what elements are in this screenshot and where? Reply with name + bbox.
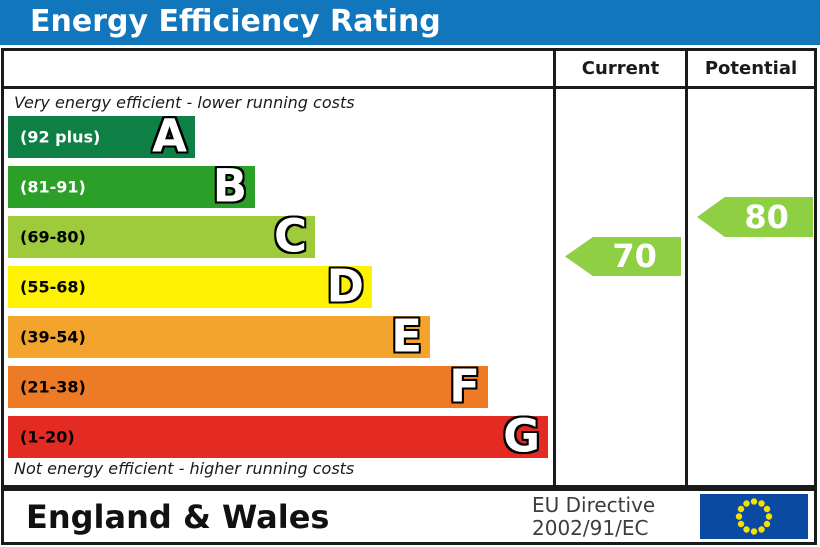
column-divider-potential	[685, 51, 688, 485]
band-f-letter: F	[449, 359, 480, 413]
band-d-letter: D	[326, 259, 364, 313]
band-b-range: (81-91)	[20, 177, 86, 197]
band-g-letter: G	[503, 409, 540, 463]
band-f: (21-38) F	[8, 359, 488, 413]
band-c: (69-80) C	[8, 209, 315, 263]
band-b: (81-91) B	[8, 159, 255, 213]
band-f-range: (21-38)	[20, 377, 86, 397]
band-d-range: (55-68)	[20, 277, 86, 297]
title-bar: Energy Efficiency Rating	[0, 0, 820, 45]
band-g: (1-20) G	[8, 409, 548, 463]
column-header-current: Current	[581, 58, 660, 79]
column-header-potential: Potential	[704, 58, 798, 79]
band-c-letter: C	[273, 209, 307, 263]
caption-efficient: Very energy efficient - lower running co…	[14, 93, 355, 112]
potential-rating-value: 80	[744, 198, 789, 236]
band-d: (55-68) D	[8, 259, 372, 313]
current-rating-value: 70	[612, 237, 657, 275]
band-a: (92 plus) A	[8, 109, 195, 163]
header-separator	[4, 86, 814, 89]
band-a-letter: A	[152, 109, 187, 163]
footer: England & Wales EU Directive 2002/91/EC	[1, 488, 817, 545]
band-e: (39-54) E	[8, 309, 430, 363]
page-title: Energy Efficiency Rating	[30, 4, 441, 39]
band-c-range: (69-80)	[20, 227, 86, 247]
band-a-range: (92 plus)	[20, 127, 101, 147]
caption-inefficient: Not energy efficient - higher running co…	[14, 459, 355, 478]
current-rating-arrow: 70	[565, 237, 681, 276]
band-e-range: (39-54)	[20, 327, 86, 347]
region-label: England & Wales	[26, 497, 330, 536]
eu-directive-label: EU Directive 2002/91/EC	[532, 492, 656, 540]
eu-flag-icon	[700, 494, 808, 539]
eu-flag-stars	[735, 498, 773, 535]
rating-chart: Current Potential Very energy efficient …	[1, 48, 817, 488]
column-divider-current	[553, 51, 556, 485]
band-e-letter: E	[391, 309, 422, 363]
eu-directive-line1: EU Directive	[532, 492, 656, 517]
band-b-letter: B	[212, 159, 247, 213]
band-g-range: (1-20)	[20, 427, 75, 447]
potential-rating-arrow: 80	[697, 197, 813, 237]
eu-directive-line2: 2002/91/EC	[532, 515, 649, 540]
